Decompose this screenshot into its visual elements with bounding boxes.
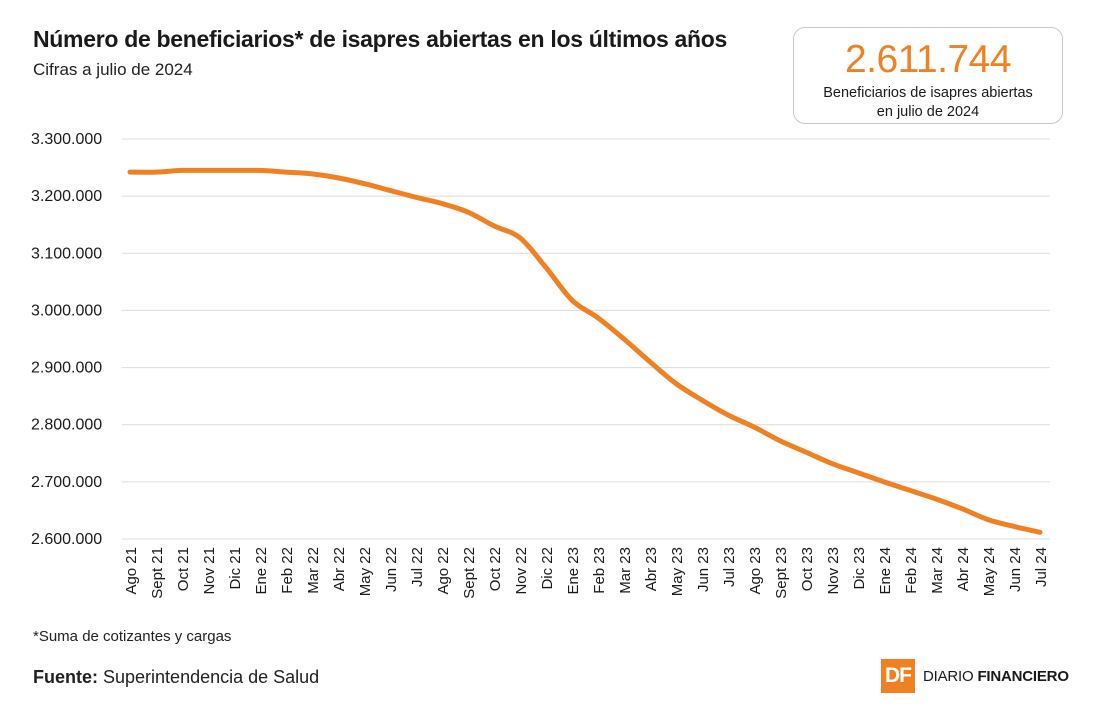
x-tick-label: Abr 22 (331, 547, 348, 591)
x-tick-label: Feb 24 (903, 547, 920, 594)
brand-name-2: FINANCIERO (977, 667, 1069, 685)
x-tick-label: Ene 23 (565, 547, 582, 595)
y-tick-label: 2.900.000 (31, 360, 102, 377)
x-tick-label: Oct 23 (799, 547, 816, 591)
x-tick-label: Mar 22 (305, 547, 322, 594)
source-line: Fuente: Superintendencia de Salud (33, 667, 319, 688)
x-tick-label: Sept 23 (773, 547, 790, 599)
y-tick-label: 2.700.000 (31, 474, 102, 491)
kpi-box: 2.611.744 Beneficiarios de isapres abier… (793, 27, 1063, 124)
y-axis: 2.600.000 2.700.000 2.800.000 2.900.000 3.00… (31, 131, 102, 548)
x-tick-label: Dic 23 (851, 547, 868, 590)
brand-name-1: DIARIO (923, 667, 974, 685)
x-tick-label: Oct 22 (487, 547, 504, 591)
x-tick-label: Sept 21 (149, 547, 166, 599)
x-tick-label: Ene 22 (253, 547, 270, 595)
x-tick-label: Dic 21 (227, 547, 244, 590)
series-layer (127, 167, 1043, 535)
x-tick-label: Feb 23 (591, 547, 608, 594)
x-tick-label: Jun 24 (1007, 547, 1024, 592)
x-tick-label: Jul 23 (721, 547, 738, 587)
brand-name: DIARIO FINANCIERO (923, 668, 1069, 685)
x-tick-label: Feb 22 (279, 547, 296, 594)
x-tick-label: Dic 22 (539, 547, 556, 590)
x-tick-label: Ago 22 (435, 547, 452, 595)
x-tick-label: Nov 21 (201, 547, 218, 595)
brand-logo: DF DIARIO FINANCIERO (881, 659, 1069, 693)
x-tick-label: Jul 22 (409, 547, 426, 587)
x-tick-label: Jun 23 (695, 547, 712, 592)
y-tick-label: 3.100.000 (31, 245, 102, 262)
y-tick-label: 3.200.000 (31, 188, 102, 205)
footnote: *Suma de cotizantes y cargas (33, 628, 232, 645)
x-tick-label: Oct 21 (175, 547, 192, 591)
x-tick-label: Ago 21 (123, 547, 140, 595)
y-tick-label: 3.300.000 (31, 131, 102, 148)
x-tick-label: May 24 (981, 547, 998, 596)
x-tick-label: Jul 24 (1033, 547, 1050, 587)
grid-layer (122, 138, 1050, 540)
series-line (127, 167, 1043, 535)
y-tick-label: 3.000.000 (31, 302, 102, 319)
x-axis: Ago 21 Sept 21 Oct 21 Nov 21 Dic 21 Ene 22 Feb… (123, 547, 1050, 599)
x-tick-label: Sept 22 (461, 547, 478, 599)
y-tick-label: 2.800.000 (31, 417, 102, 434)
x-tick-label: Mar 24 (929, 547, 946, 594)
kpi-caption-line1: Beneficiarios de isapres abiertas (823, 85, 1033, 101)
x-tick-label: Abr 24 (955, 547, 972, 591)
source-text: Superintendencia de Salud (103, 667, 320, 687)
kpi-caption-line2: en julio de 2024 (876, 104, 980, 120)
chart-title: Número de beneficiarios* de isapres abie… (33, 26, 728, 52)
kpi-caption: Beneficiarios de isapres abiertas en jul… (794, 84, 1062, 122)
x-tick-label: Mar 23 (617, 547, 634, 594)
kpi-value: 2.611.744 (844, 38, 1012, 81)
x-tick-label: May 22 (357, 547, 374, 596)
x-tick-label: May 23 (669, 547, 686, 596)
x-tick-label: Abr 23 (643, 547, 660, 591)
x-tick-label: Nov 22 (513, 547, 530, 595)
y-tick-label: 2.600.000 (31, 531, 102, 548)
x-tick-label: Ene 24 (877, 547, 894, 595)
x-tick-label: Jun 22 (383, 547, 400, 592)
chart-subtitle: Cifras a julio de 2024 (33, 60, 193, 79)
x-tick-label: Nov 23 (825, 547, 842, 595)
x-tick-label: Ago 23 (747, 547, 764, 595)
brand-mark: DF (881, 659, 915, 693)
source-label: Fuente: (33, 667, 98, 687)
